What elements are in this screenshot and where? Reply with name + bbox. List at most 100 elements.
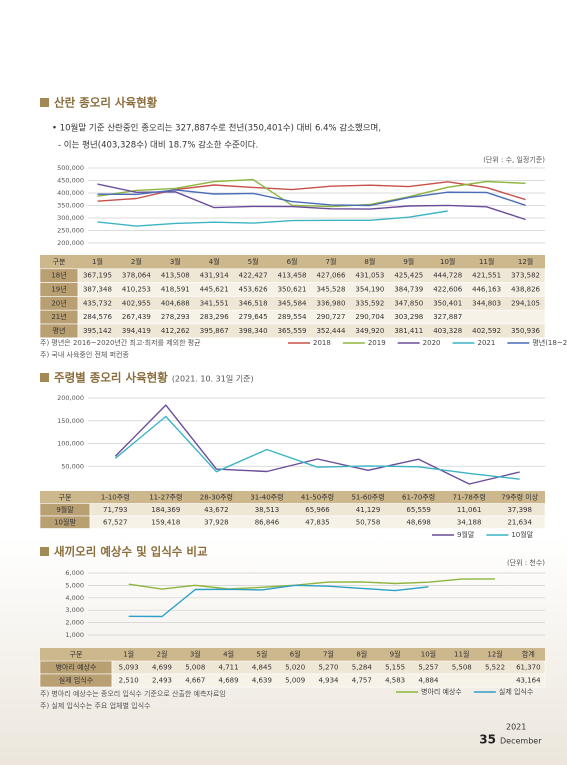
table-cell: 290,704 [355, 313, 384, 321]
table-cell: 43,672 [204, 506, 229, 514]
bullet-text: • 10월말 기준 산란중인 종오리는 327,887수로 전년(350,401… [52, 123, 381, 134]
row-label: 18년 [51, 271, 66, 280]
table-header: 28-30주령 [200, 493, 233, 501]
series-line [97, 189, 526, 207]
table-cell: 421,551 [472, 272, 501, 280]
table-header: 구분 [53, 258, 66, 266]
table-header: 3월 [190, 650, 201, 659]
series-line [114, 404, 520, 485]
table-header: 7월 [323, 650, 334, 659]
table-cell: 349,920 [355, 327, 384, 335]
table-cell: 67,527 [103, 518, 128, 526]
table-cell: 65,966 [305, 506, 330, 514]
y-tick-label: 1,000 [65, 631, 84, 639]
section-marker [40, 547, 49, 556]
table-cell: 402,592 [472, 327, 501, 335]
table-cell: 37,398 [507, 506, 532, 514]
table-header: 4월 [223, 650, 234, 659]
section-title: 새끼오리 예상수 및 입식수 비교 [54, 545, 208, 559]
table-cell: 431,914 [200, 272, 229, 280]
table-cell: 294,105 [511, 299, 540, 307]
table-cell: 341,551 [200, 299, 229, 307]
row-label: 평년 [53, 326, 66, 335]
row-label: 9월말 [56, 505, 74, 514]
table-header: 71-78주령 [453, 493, 486, 501]
table-cell: 387,348 [83, 286, 112, 294]
page-number: 35 [479, 733, 496, 747]
table-cell: 365,559 [278, 327, 307, 335]
y-tick-label: 4,000 [65, 594, 84, 602]
table-cell: 373,582 [511, 272, 540, 280]
table-cell: 4,711 [219, 664, 239, 672]
row-label: 21년 [51, 312, 66, 321]
table-header: 9월 [403, 257, 414, 266]
table-cell: 413,458 [278, 272, 307, 280]
table-cell: 435,732 [83, 299, 112, 307]
table-cell: 418,591 [161, 286, 190, 294]
y-tick-label: 3,000 [65, 606, 84, 614]
table-header: 6월 [290, 650, 301, 659]
table-cell: 4,884 [418, 677, 439, 685]
table-header: 8월 [356, 650, 367, 659]
series-line [128, 584, 429, 618]
y-tick-label: 450,000 [57, 177, 84, 185]
table-header: 1-10주령 [101, 493, 130, 501]
row-bg [111, 673, 546, 688]
table-cell: 446,163 [472, 286, 501, 294]
table-cell: 350,401 [433, 299, 462, 307]
legend-label: 2021 [477, 339, 495, 347]
table-cell: 71,793 [103, 506, 128, 514]
table-header: 51-60주령 [351, 493, 384, 501]
table-cell: 86,846 [255, 518, 280, 526]
unit-label: (단위 : 천수) [507, 558, 545, 567]
table-header: 41-50주령 [301, 493, 334, 501]
table-cell: 5,008 [185, 664, 205, 672]
section-marker [40, 98, 49, 107]
table-cell: 336,980 [316, 299, 345, 307]
table-cell: 344,803 [472, 299, 501, 307]
table-header: 11-27주령 [149, 493, 182, 501]
table-header: 6월 [287, 257, 298, 266]
y-tick-label: 500,000 [57, 164, 84, 172]
table-cell: 335,592 [355, 299, 384, 307]
y-tick-label: 200,000 [57, 239, 84, 247]
legend-label: 실제 입식수 [499, 687, 534, 696]
table-cell: 354,190 [355, 286, 384, 294]
table-cell: 367,195 [83, 272, 112, 280]
table-cell: 4,639 [252, 677, 272, 685]
table-cell: 404,688 [161, 299, 190, 307]
table-cell: 279,645 [239, 313, 268, 321]
table-cell: 431,053 [355, 272, 384, 280]
note-text: 주) 실제 입식수는 주요 업체별 입식수 [40, 701, 151, 710]
table-header: 11월 [454, 650, 469, 659]
table-cell: 445,621 [200, 286, 229, 294]
note-text: 주) 평년은 2016~2020년간 최고·최저를 제외한 평균 [40, 338, 201, 347]
table-cell: 34,188 [457, 518, 482, 526]
table-cell: 327,887 [433, 313, 462, 321]
table-cell: 4,667 [185, 677, 205, 685]
table-header: 7월 [326, 257, 337, 266]
table-cell: 290,727 [316, 313, 345, 321]
table-cell: 395,142 [83, 327, 112, 335]
table-header: 9월 [390, 650, 401, 659]
table-cell: 5,508 [452, 664, 472, 672]
series-line [114, 415, 520, 480]
table-header: 31-40주령 [250, 493, 283, 501]
table-cell: 284,576 [83, 313, 112, 321]
row-label: 병아리 예상수 [56, 663, 97, 672]
table-cell: 422,427 [239, 272, 268, 280]
table-cell: 381,411 [394, 327, 423, 335]
legend-label: 9월말 [457, 530, 475, 539]
table-cell: 283,296 [200, 313, 229, 321]
table-header: 5월 [248, 257, 259, 266]
legend-label: 10월말 [511, 530, 533, 539]
table-header: 79주령 이상 [501, 492, 538, 501]
table-cell: 48,698 [406, 518, 431, 526]
table-header: 1월 [92, 257, 103, 266]
table-cell: 5,270 [318, 664, 338, 672]
table-cell: 350,621 [278, 286, 307, 294]
table-cell: 346,518 [239, 299, 268, 307]
table-total: 43,164 [516, 677, 541, 685]
table-header: 2월 [157, 650, 168, 659]
